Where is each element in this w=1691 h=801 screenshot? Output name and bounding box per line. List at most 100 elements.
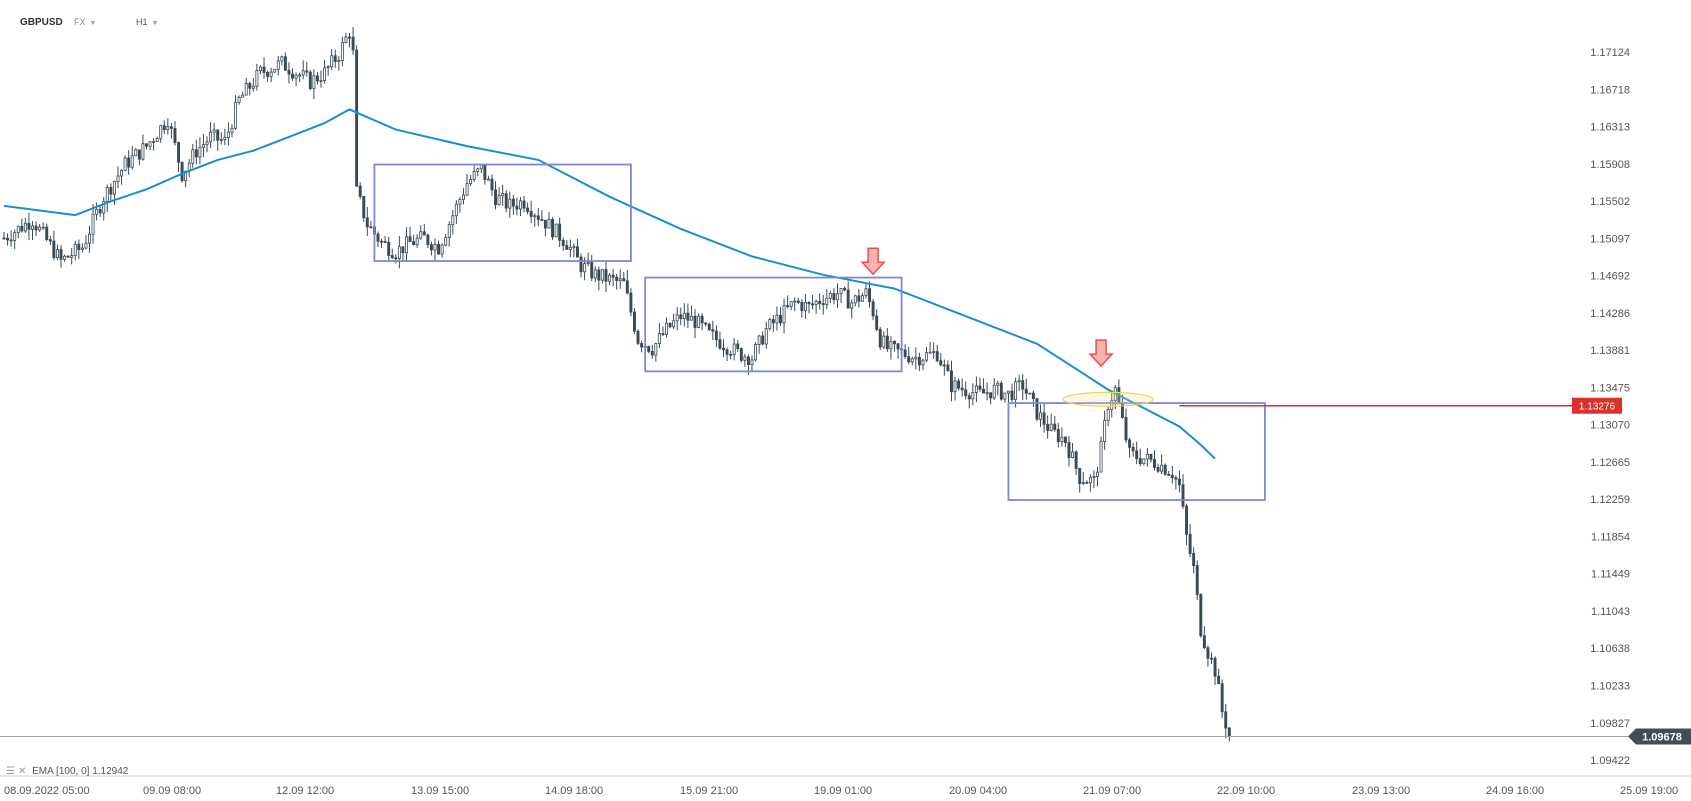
candle-body	[803, 301, 807, 312]
candle-body	[932, 351, 936, 353]
resistance-label: 1.13276	[1579, 402, 1616, 413]
settings-icon[interactable]: ☰	[6, 766, 15, 777]
symbol-label[interactable]: GBPUSD	[20, 17, 63, 28]
highlight-ellipse	[1062, 391, 1154, 407]
candle-body	[376, 233, 380, 242]
candle-body	[657, 333, 661, 344]
candle-body	[394, 257, 398, 260]
candle-body	[9, 239, 13, 242]
candle-body	[301, 70, 305, 76]
candle-body	[775, 314, 779, 324]
candle-body	[600, 269, 604, 281]
x-tick-label: 14.09 18:00	[545, 785, 603, 797]
candle-body	[967, 395, 971, 400]
candle-body	[885, 335, 889, 350]
candle-body	[130, 155, 134, 168]
candle-body	[1185, 505, 1189, 535]
x-tick-label: 23.09 13:00	[1352, 785, 1410, 797]
y-tick-label: 1.16718	[1590, 84, 1630, 96]
candle-body	[16, 225, 20, 234]
timeframe-label: H1	[136, 17, 148, 27]
candle-body	[786, 305, 790, 308]
candle-body	[757, 335, 761, 345]
candle-body	[326, 66, 330, 69]
candle-body	[358, 185, 362, 197]
candle-body	[312, 75, 316, 90]
candle-body	[269, 71, 273, 77]
candle-body	[355, 49, 359, 187]
candle-body	[647, 346, 651, 352]
candle-body	[184, 170, 188, 182]
candle-body	[262, 66, 266, 73]
market-dropdown[interactable]: FX ▼	[74, 17, 96, 27]
candle-body	[996, 382, 1000, 386]
candle-body	[618, 278, 622, 282]
candle-body	[974, 385, 978, 393]
candle-body	[878, 329, 882, 348]
candle-body	[860, 295, 864, 302]
candle-body	[519, 200, 522, 210]
candle-body	[989, 392, 993, 399]
timeframe-dropdown[interactable]: H1 ▼	[136, 17, 158, 27]
ema-line	[3, 108, 1216, 460]
candle-body	[821, 303, 825, 305]
candle-body	[800, 302, 804, 312]
candle-body	[234, 101, 237, 129]
candle-body	[223, 136, 227, 140]
candle-body	[102, 201, 106, 214]
close-icon[interactable]: ✕	[17, 766, 27, 777]
candle-body	[294, 74, 298, 79]
candle-body	[903, 349, 907, 357]
candle-body	[889, 341, 893, 350]
candle-body	[84, 242, 88, 249]
candle-body	[942, 364, 946, 367]
candle-body	[88, 233, 91, 244]
y-tick-label: 1.15502	[1590, 196, 1630, 208]
candle-body	[251, 85, 255, 89]
y-tick-label: 1.11043	[1591, 606, 1630, 618]
x-tick-label: 08.09.2022 05:00	[4, 785, 90, 797]
candle-body	[419, 231, 423, 239]
candle-body	[925, 352, 929, 361]
y-tick-label: 1.13070	[1590, 420, 1630, 432]
candle-body	[1128, 439, 1132, 448]
candle-body	[315, 75, 319, 82]
candle-body	[554, 223, 558, 238]
candle-body	[440, 244, 444, 255]
indicator-name: EMA	[32, 766, 54, 777]
candle-body	[1078, 468, 1082, 484]
candle-body	[462, 194, 465, 200]
candle-body	[843, 287, 847, 291]
market-label: FX	[74, 17, 86, 27]
candle-body	[1149, 453, 1153, 460]
indicator-params: [100, 0]	[56, 766, 90, 777]
candle-body	[782, 305, 786, 324]
candle-body	[305, 70, 309, 73]
candle-body	[152, 141, 156, 143]
candle-body	[162, 125, 166, 131]
candle-body	[422, 231, 426, 236]
candle-body	[508, 198, 512, 209]
candle-body	[1028, 392, 1032, 395]
resistance-label-bg	[1572, 397, 1622, 414]
candle-body	[408, 236, 412, 242]
candle-body	[141, 143, 145, 160]
candle-body	[533, 215, 537, 218]
candle-body	[1202, 635, 1206, 649]
candle-body	[469, 179, 473, 184]
candle-body	[697, 315, 701, 328]
candle-body	[390, 255, 394, 259]
candle-body	[177, 142, 181, 163]
y-tick-label: 1.14692	[1590, 271, 1630, 283]
candle-body	[369, 226, 373, 229]
candle-body	[1181, 484, 1185, 507]
candle-body	[1106, 409, 1110, 422]
candle-body	[939, 360, 943, 366]
candle-body	[472, 170, 476, 180]
candle-body	[1006, 390, 1010, 394]
candle-body	[169, 126, 173, 129]
candle-body	[479, 164, 483, 170]
candle-body	[910, 358, 914, 363]
candle-body	[1053, 423, 1057, 430]
